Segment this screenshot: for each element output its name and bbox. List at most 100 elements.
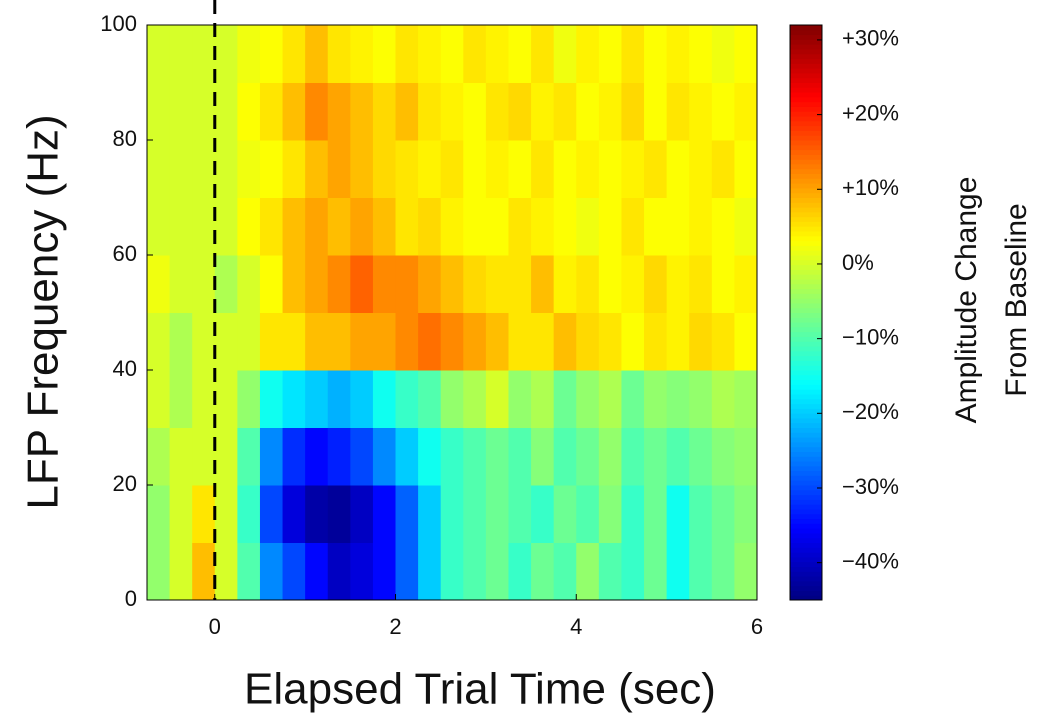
heat-cell [463,485,487,543]
heat-cell [463,255,487,313]
heat-cell [440,25,464,83]
colorbar-tick-label: +10% [842,175,899,200]
heat-cell [372,82,397,141]
colorbar-step [790,494,822,500]
heat-cell [169,25,193,83]
heat-cell [531,255,555,313]
heat-cell [621,197,645,256]
heat-cell [214,370,238,428]
heat-cell [711,542,735,601]
heat-cell [395,197,419,256]
heat-cell [689,427,713,486]
heat-cell [689,255,713,313]
colorbar-step [790,398,822,405]
heat-cell [531,140,555,198]
heat-cell [689,25,713,83]
heat-cell [463,197,487,256]
heat-cell [463,370,487,428]
y-tick-label: 40 [113,356,137,381]
colorbar-step [790,408,822,414]
heat-cell [282,82,306,141]
colorbar-step [790,159,822,165]
colorbar-step [790,58,822,64]
heat-cell [214,485,238,543]
heat-cell [350,25,374,83]
heat-cell [531,542,555,601]
heat-cell [463,312,487,371]
heat-cell [711,255,735,313]
colorbar-step [790,154,822,160]
heat-cell [214,25,238,83]
heat-cell [531,427,555,486]
heat-cell [350,255,374,313]
heat-cell [395,312,419,371]
colorbar-step [790,226,822,232]
colorbar-step [790,542,822,548]
heat-cell [214,82,238,141]
y-tick-label: 80 [113,126,137,151]
heat-cell [621,255,645,313]
colorbar-step [790,144,822,151]
heat-cell [169,82,193,141]
y-axis-label: LFP Frequency (Hz) [19,114,68,509]
colorbar-step [790,465,822,472]
colorbar-step [790,532,822,539]
heat-cell [508,485,532,543]
heat-cell [259,427,284,486]
heat-cell [372,255,397,313]
colorbar-step [790,87,822,93]
heat-cell [531,197,555,256]
heat-cell [576,312,600,371]
colorbar-step [790,92,822,98]
heat-cell [644,197,668,256]
colorbar-tick-label: −40% [842,548,899,573]
colorbar-step [790,441,822,448]
colorbar-step [790,489,822,496]
heat-cell [711,485,735,543]
colorbar-step [790,125,822,131]
heat-cell [350,197,374,256]
colorbar-step [790,298,822,304]
colorbar-step [790,413,822,419]
colorbar-tick-label: 0% [842,250,874,275]
colorbar-step [790,461,822,467]
heat-cell [508,542,532,601]
heat-cell [621,140,645,198]
heat-cell [508,82,532,141]
heat-cell [531,485,555,543]
heat-cell [576,427,600,486]
heat-cell [711,312,735,371]
heat-cell [169,140,193,198]
heat-cell [711,427,735,486]
heat-cell [192,82,216,141]
heat-cell [259,542,284,601]
colorbar-step [790,475,822,481]
heat-cell [508,255,532,313]
heat-cell [282,255,306,313]
heat-cell [305,370,329,428]
colorbar-step [790,135,822,141]
heat-cell [485,82,509,141]
colorbar-step [790,537,822,543]
colorbar-step [790,566,822,572]
colorbar-step [790,446,822,452]
heat-cell [418,485,442,543]
heat-cell [147,25,171,83]
colorbar-step [790,53,822,60]
heat-cell [372,370,397,428]
colorbar-step [790,504,822,510]
heat-cell [689,542,713,601]
heat-cell [440,312,464,371]
heat-cell [327,370,351,428]
heat-cell [598,542,622,601]
heat-cell [169,542,193,601]
colorbar-step [790,163,822,170]
colorbar-step [790,302,822,309]
heat-cell [621,82,645,141]
colorbar-step [790,207,822,213]
heat-cell [644,82,668,141]
heat-cell [259,485,284,543]
colorbar-step [790,403,822,409]
heat-cell [327,25,351,83]
